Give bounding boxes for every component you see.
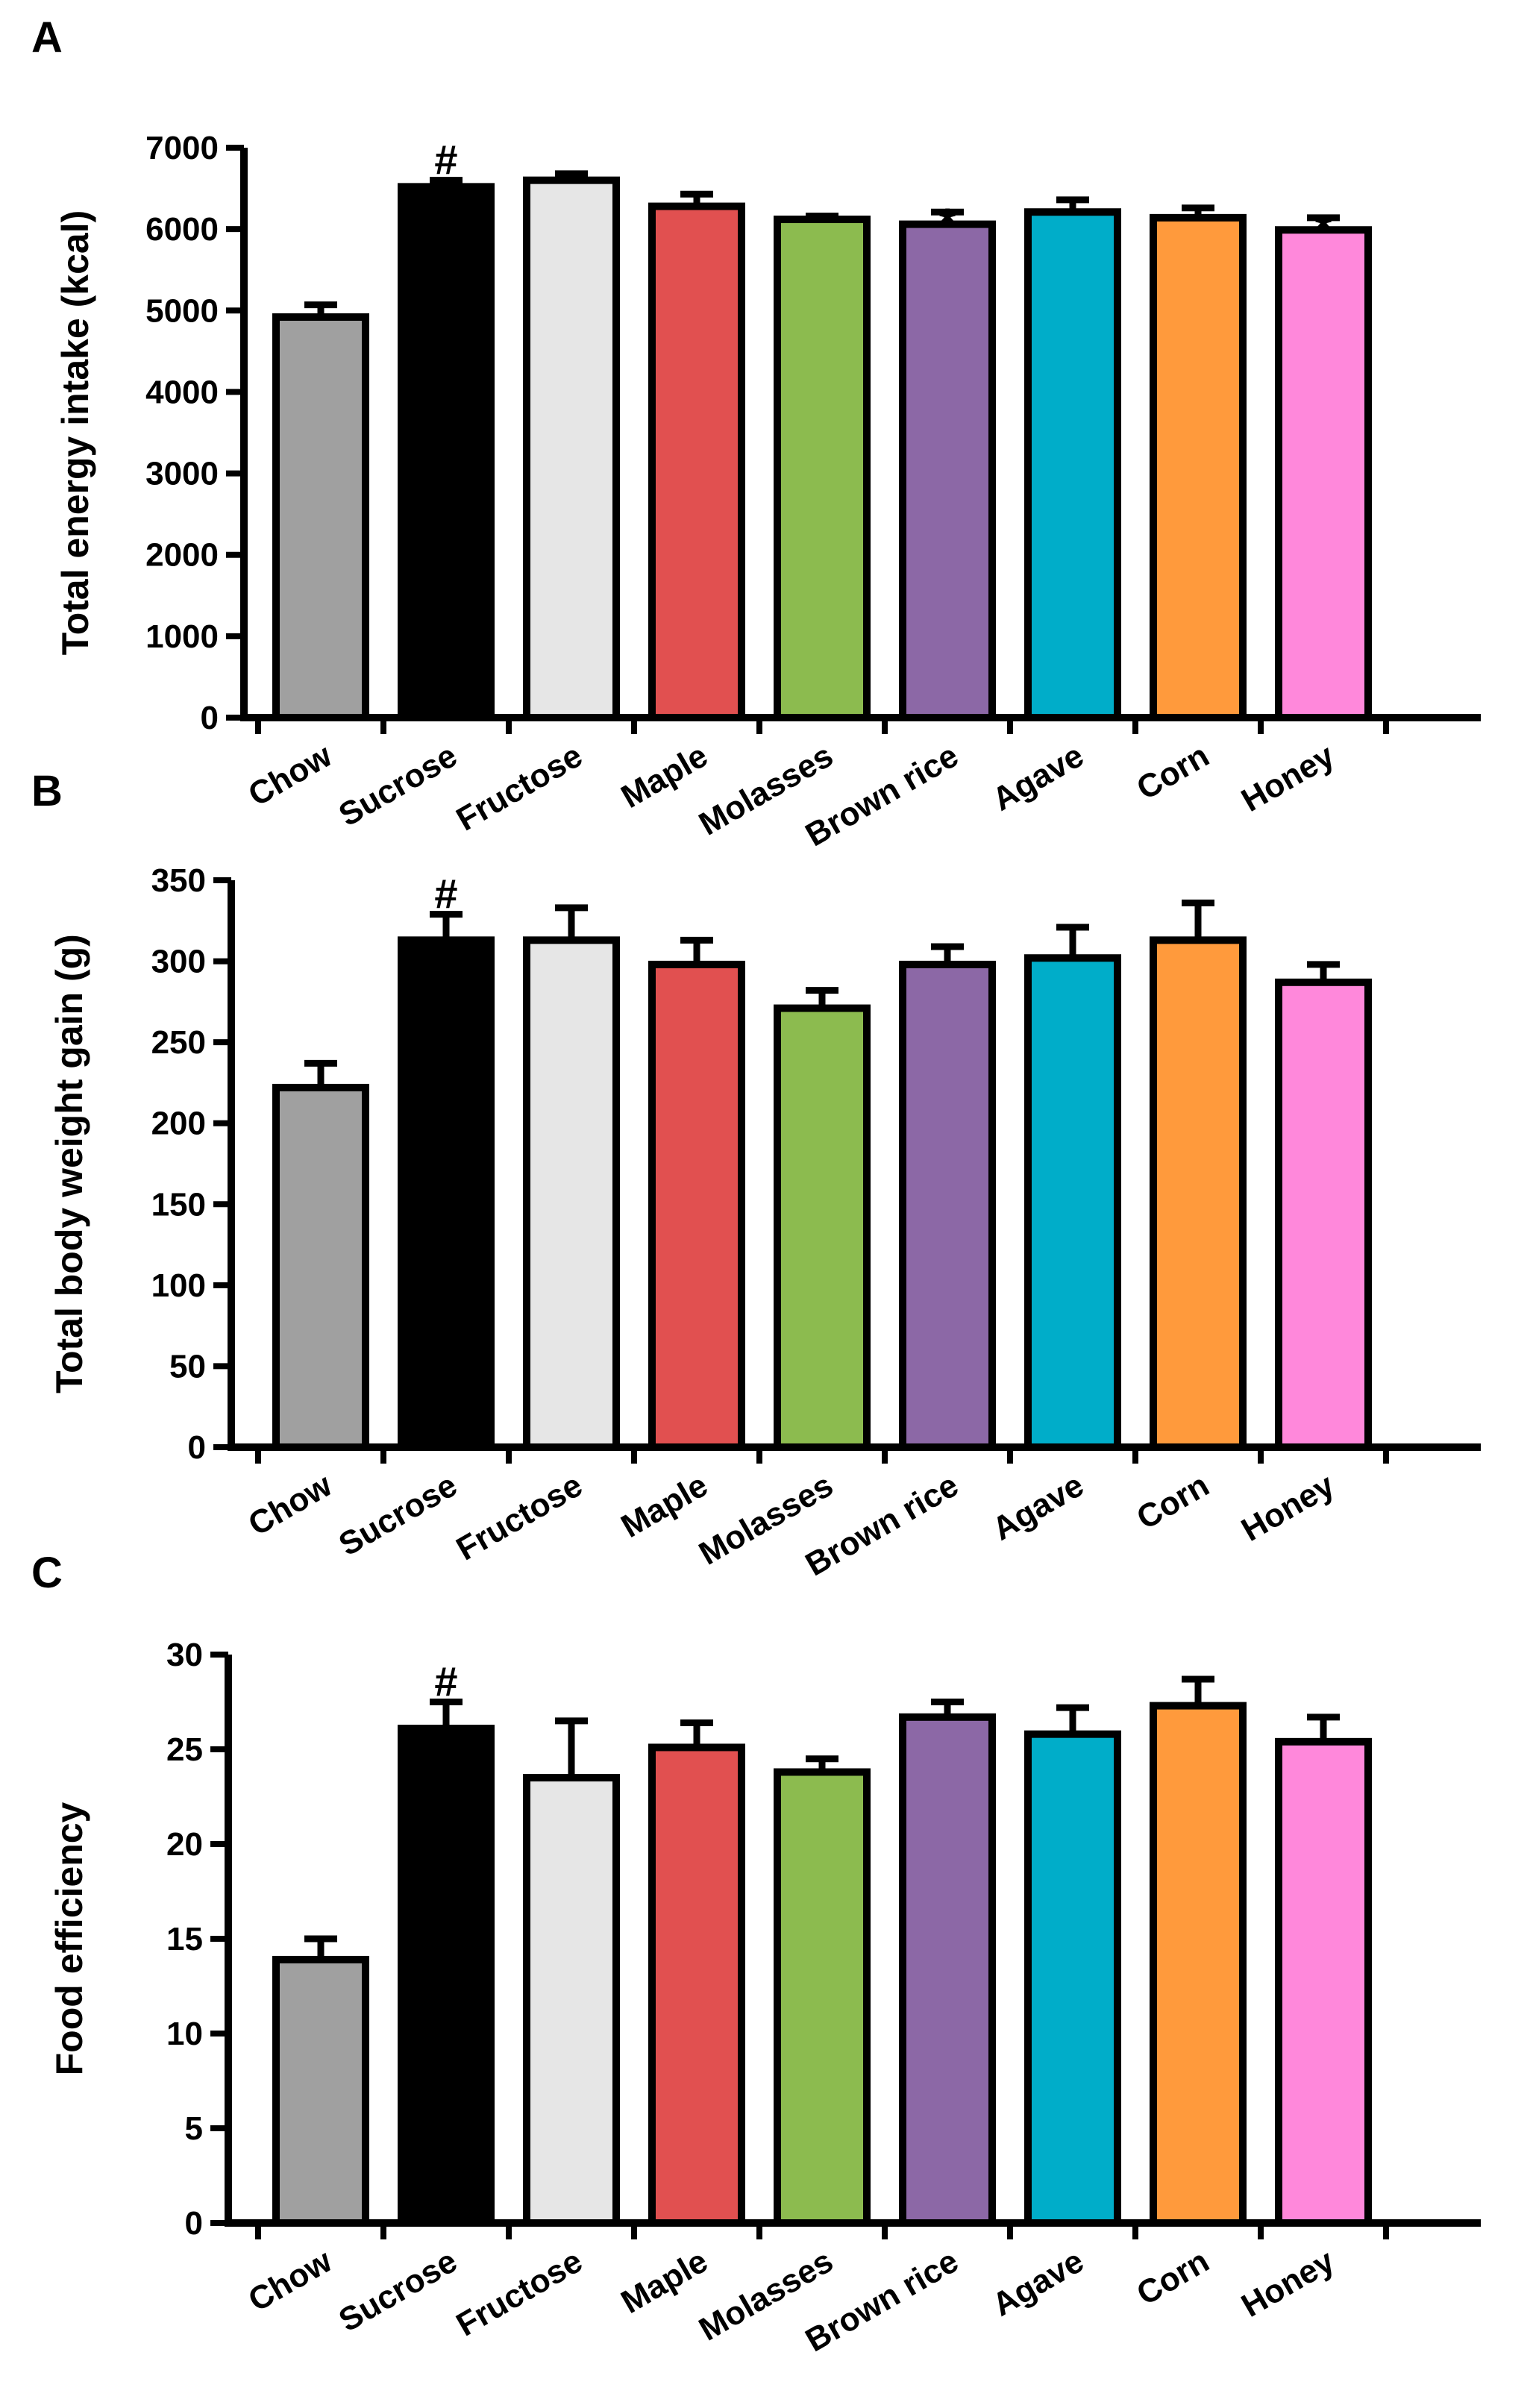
y-tick-label: 0 bbox=[185, 2205, 203, 2242]
significance-marker: # bbox=[434, 871, 457, 918]
significance-marker: # bbox=[434, 1658, 457, 1705]
x-tick-label: Chow bbox=[242, 737, 339, 814]
bar-maple bbox=[648, 202, 745, 721]
y-tick-label: 7000 bbox=[145, 130, 219, 166]
bar-honey bbox=[1275, 226, 1372, 721]
x-tick-label: Corn bbox=[1131, 2242, 1215, 2313]
bar-agave bbox=[1024, 208, 1121, 722]
x-tick-label: Sucrose bbox=[333, 2242, 463, 2339]
bar-sucrose bbox=[398, 936, 495, 1452]
bar-corn bbox=[1150, 213, 1247, 721]
y-tick-label: 1000 bbox=[145, 618, 219, 655]
x-tick-label: Chow bbox=[242, 1467, 339, 1543]
bar-sucrose bbox=[398, 1725, 495, 2227]
x-tick-label: Agave bbox=[986, 1467, 1090, 1547]
x-tick-label: Fructose bbox=[451, 2242, 589, 2343]
significance-marker: # bbox=[434, 137, 457, 184]
y-tick-label: 3000 bbox=[145, 456, 219, 492]
bar-agave bbox=[1024, 954, 1121, 1451]
x-tick-label: Fructose bbox=[451, 737, 589, 838]
bar-fructose bbox=[523, 936, 620, 1452]
y-tick-label: 150 bbox=[151, 1186, 206, 1223]
bar-maple bbox=[648, 960, 745, 1451]
y-tick-label: 15 bbox=[166, 1921, 203, 1957]
bar-brown-rice bbox=[899, 960, 996, 1451]
y-tick-label: 6000 bbox=[145, 211, 219, 248]
bar-honey bbox=[1275, 1737, 1372, 2227]
y-tick-label: 30 bbox=[166, 1637, 203, 1673]
x-tick-label: Chow bbox=[242, 2242, 339, 2319]
y-tick-label: 350 bbox=[151, 862, 206, 899]
bar-chow bbox=[272, 313, 369, 721]
bar-maple bbox=[648, 1743, 745, 2227]
x-tick-label: Corn bbox=[1131, 737, 1215, 807]
bar-chow bbox=[272, 1083, 369, 1451]
y-tick-label: 10 bbox=[166, 2016, 203, 2052]
bar-molasses bbox=[774, 1768, 871, 2227]
y-tick-label: 5000 bbox=[145, 292, 219, 329]
y-axis-label: Total energy intake (kcal) bbox=[54, 210, 96, 655]
bar-chow bbox=[272, 1955, 369, 2227]
y-tick-label: 100 bbox=[151, 1267, 206, 1304]
y-tick-label: 50 bbox=[169, 1348, 206, 1385]
y-tick-label: 2000 bbox=[145, 537, 219, 574]
x-tick-label: Honey bbox=[1235, 737, 1341, 819]
bar-molasses bbox=[774, 1004, 871, 1451]
x-tick-label: Maple bbox=[615, 2242, 714, 2321]
y-tick-label: 20 bbox=[166, 1826, 203, 1863]
bar-corn bbox=[1150, 936, 1247, 1452]
x-tick-label: Maple bbox=[615, 1467, 714, 1545]
bar-fructose bbox=[523, 1774, 620, 2227]
bar-honey bbox=[1275, 978, 1372, 1452]
x-tick-label: Sucrose bbox=[333, 737, 463, 833]
y-tick-label: 300 bbox=[151, 944, 206, 980]
y-tick-label: 5 bbox=[185, 2110, 203, 2147]
bar-molasses bbox=[774, 216, 871, 721]
y-axis-label: Total body weight gain (g) bbox=[48, 934, 90, 1393]
y-tick-label: 0 bbox=[188, 1429, 206, 1466]
panel-b: B Total body weight gain (g) Chow # SucroseF… bbox=[31, 767, 1481, 1583]
panel-a: A Total energy intake (kcal) Chow # SucroseF… bbox=[31, 13, 1481, 853]
panel-letter: A bbox=[31, 13, 63, 62]
significance-marker: * bbox=[939, 199, 956, 246]
bar-brown-rice bbox=[899, 1713, 996, 2227]
significance-marker: * bbox=[1315, 205, 1332, 252]
panel-letter: C bbox=[31, 1549, 63, 1597]
y-tick-label: 250 bbox=[151, 1024, 206, 1061]
x-tick-label: Agave bbox=[986, 2242, 1090, 2323]
panel-letter: B bbox=[31, 767, 63, 815]
y-tick-label: 0 bbox=[201, 700, 219, 736]
x-tick-label: Honey bbox=[1235, 2242, 1341, 2324]
x-tick-label: Fructose bbox=[451, 1467, 589, 1567]
x-tick-label: Sucrose bbox=[333, 1467, 463, 1563]
x-tick-label: Maple bbox=[615, 737, 714, 815]
bar-agave bbox=[1024, 1730, 1121, 2227]
y-tick-label: 4000 bbox=[145, 374, 219, 410]
bar-corn bbox=[1150, 1702, 1247, 2227]
x-tick-label: Honey bbox=[1235, 1467, 1341, 1549]
y-tick-label: 200 bbox=[151, 1106, 206, 1142]
bar-sucrose bbox=[398, 183, 495, 722]
bar-fructose bbox=[523, 176, 620, 721]
bar-brown-rice bbox=[899, 220, 996, 721]
y-axis-label: Food efficiency bbox=[48, 1802, 90, 2075]
x-tick-label: Agave bbox=[986, 737, 1090, 818]
x-tick-label: Corn bbox=[1131, 1467, 1215, 1537]
y-tick-label: 25 bbox=[166, 1731, 203, 1768]
